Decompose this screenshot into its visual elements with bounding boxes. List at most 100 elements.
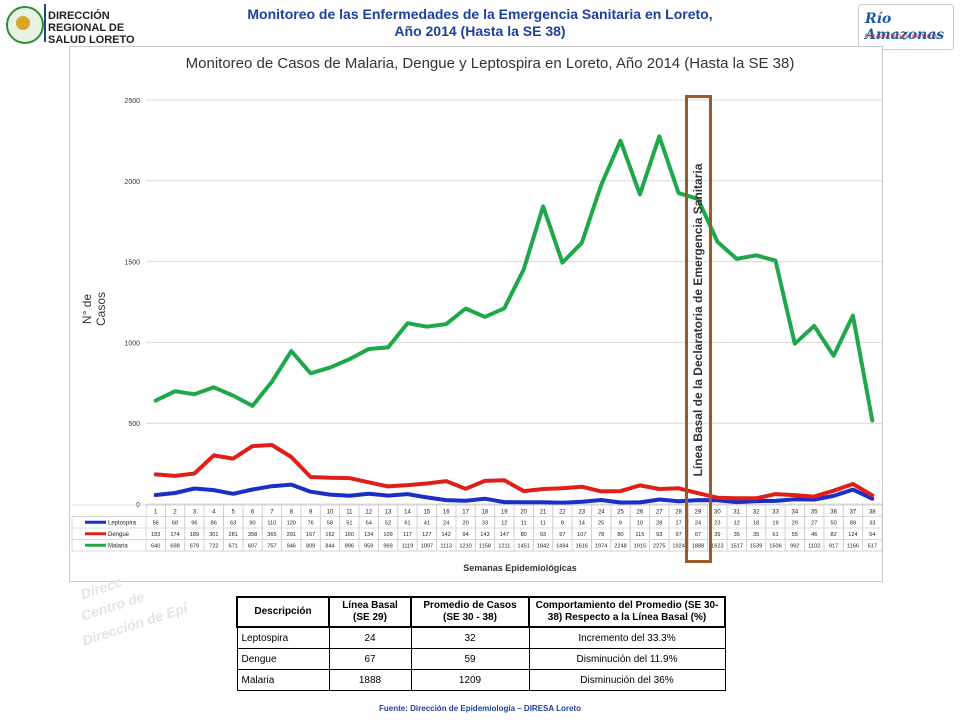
cell-behavior: Incremento del 33.3% [528, 626, 726, 649]
x-tick-label: 38 [869, 510, 876, 516]
data-label: 35 [753, 532, 759, 538]
data-label: 39 [714, 532, 720, 538]
data-label: 89 [850, 521, 856, 527]
data-label: 23 [714, 521, 720, 527]
cell-baseline: 67 [328, 648, 412, 670]
x-tick-label: 30 [714, 510, 721, 516]
series-line-dengue [153, 443, 875, 501]
data-label: 97 [676, 532, 682, 538]
x-tick-label: 33 [772, 510, 779, 516]
header-promedio: Promedio de Casos (SE 30 - 38) [410, 596, 530, 628]
data-label: 698 [170, 544, 179, 550]
y-tick-label: 2500 [124, 98, 140, 105]
data-label: 55 [792, 532, 798, 538]
data-label: 1974 [595, 544, 607, 550]
data-label: 1842 [537, 544, 549, 550]
page-title: Monitoreo de las Enfermedades de la Emer… [160, 6, 800, 40]
cell-behavior: Disminución del 11.9% [528, 648, 726, 670]
data-label: 9 [619, 521, 622, 527]
cell-baseline: 1888 [328, 669, 412, 691]
data-label: 115 [635, 532, 644, 538]
x-tick-label: 27 [656, 510, 663, 516]
data-label: 281 [228, 532, 237, 538]
data-label: 14 [579, 521, 585, 527]
data-label: 1451 [517, 544, 529, 550]
data-label: 809 [306, 544, 315, 550]
data-label: 134 [364, 532, 373, 538]
data-label: 1102 [808, 544, 820, 550]
baseline-marker-box [685, 95, 712, 563]
cell-description: Leptospira [236, 626, 330, 649]
y-tick-label: 2000 [124, 179, 140, 186]
logo-right-brand: Río Amazonas [865, 11, 945, 43]
data-label: 51 [346, 521, 352, 527]
logo-right-tagline: Maravilla Natural del Mundo [865, 34, 940, 40]
data-label: 640 [151, 544, 160, 550]
data-label: 82 [830, 532, 836, 538]
data-label: 1539 [750, 544, 762, 550]
data-label: 12 [734, 521, 740, 527]
data-label: 52 [385, 521, 391, 527]
data-label: 61 [404, 521, 410, 527]
data-label: 1924 [672, 544, 684, 550]
data-label: 117 [403, 532, 412, 538]
data-label: 143 [480, 532, 489, 538]
data-label: 107 [577, 532, 586, 538]
baseline-annotation: Línea Basal de la Declaratoria de Emerge… [691, 163, 705, 477]
data-label: 50 [830, 521, 836, 527]
data-label: 8 [561, 521, 564, 527]
series-line-malaria [153, 134, 875, 423]
data-label: 722 [209, 544, 218, 550]
summary-table: Descripción Línea Basal (SE 29) Promedio… [236, 596, 726, 691]
header-linea-basal: Línea Basal (SE 29) [328, 596, 412, 628]
data-label: 29 [792, 521, 798, 527]
x-tick-label: 36 [830, 510, 837, 516]
data-label: 63 [230, 521, 236, 527]
data-label: 1517 [731, 544, 743, 550]
x-tick-label: 7 [270, 510, 274, 516]
data-label: 162 [325, 532, 334, 538]
data-label: 671 [228, 544, 237, 550]
x-tick-label: 6 [251, 510, 255, 516]
x-tick-label: 4 [212, 510, 216, 516]
x-tick-label: 35 [811, 510, 818, 516]
data-label: 41 [424, 521, 430, 527]
x-tick-label: 16 [443, 510, 450, 516]
x-tick-label: 18 [482, 510, 489, 516]
x-tick-label: 3 [193, 510, 197, 516]
data-label: 2248 [614, 544, 626, 550]
data-label: 94 [462, 532, 468, 538]
data-label: 67 [695, 532, 701, 538]
x-tick-label: 37 [850, 510, 857, 516]
data-label: 76 [308, 521, 314, 527]
legend-label-dengue: Dengue [108, 532, 130, 538]
data-label: 160 [345, 532, 354, 538]
data-label: 124 [848, 532, 857, 538]
logo-divider [44, 4, 46, 42]
x-tick-label: 10 [327, 510, 334, 516]
data-label: 56 [153, 521, 159, 527]
cell-average: 1209 [410, 669, 530, 691]
data-label: 844 [325, 544, 334, 550]
y-tick-label: 1500 [124, 260, 140, 267]
x-tick-label: 34 [791, 510, 798, 516]
x-tick-label: 15 [423, 510, 430, 516]
data-label: 1210 [459, 544, 471, 550]
regional-seal-icon [6, 6, 44, 44]
rio-amazonas-logo: Río Amazonas Maravilla Natural del Mundo [858, 4, 954, 50]
data-label: 28 [656, 521, 662, 527]
data-label: 147 [500, 532, 509, 538]
data-label: 86 [211, 521, 217, 527]
data-label: 109 [383, 532, 392, 538]
data-label: 80 [617, 532, 623, 538]
data-label: 90 [249, 521, 255, 527]
data-label: 607 [248, 544, 257, 550]
cell-description: Dengue [236, 648, 330, 670]
data-label: 1166 [847, 544, 859, 550]
data-label: 33 [482, 521, 488, 527]
x-tick-label: 14 [404, 510, 411, 516]
data-label: 11 [521, 521, 527, 527]
data-label: 301 [209, 532, 218, 538]
y-tick-label: 1000 [124, 340, 140, 347]
data-label: 183 [151, 532, 160, 538]
